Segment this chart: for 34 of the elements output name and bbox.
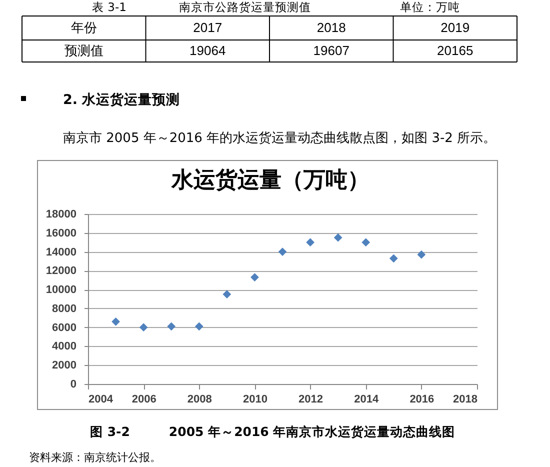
y-tick-label: 6000 (52, 322, 76, 334)
text: 南京市 2005 年～2016 年的水运货运量动态曲线散点图，如图 3-2 所示。 (63, 131, 496, 146)
y-tick-label: 10000 (46, 284, 76, 296)
data-label: 20165 (437, 43, 474, 58)
y-tick-label: 2000 (52, 360, 76, 372)
text: 年份 (70, 21, 97, 36)
y-tick-label: 18000 (46, 208, 76, 220)
y-tick-label: 4000 (52, 340, 76, 353)
text: 预测值 (64, 44, 104, 59)
x-tick-label: 2018 (453, 394, 478, 406)
y-tick-label: 12000 (46, 265, 76, 278)
category-label: 2018 (316, 20, 346, 35)
text: 资料来源：南京统计公报。 (29, 451, 161, 464)
chart-title: 水运货运量（万吨） (170, 168, 370, 193)
x-tick-label: 2010 (242, 394, 268, 406)
y-tick-label: 0 (70, 378, 76, 390)
caption: 图 3-2 2005 年～2016 年南京市水运货运量动态曲线图 (90, 424, 456, 439)
x-tick-label: 2014 (354, 394, 380, 406)
y-tick-label: 8000 (52, 302, 76, 315)
y-tick-label: 16000 (46, 227, 76, 240)
data-label: 19607 (313, 43, 350, 58)
text: 2. 水运货运量预测 (63, 92, 180, 108)
category-label: 2017 (193, 20, 222, 35)
x-tick-label: 2004 (88, 394, 114, 406)
x-tick-label: 2012 (298, 394, 324, 406)
text: 单位：万吨 (400, 0, 460, 14)
category-label: 2019 (440, 20, 470, 35)
x-tick-label: 2016 (410, 394, 434, 406)
x-tick-label: 2008 (187, 394, 212, 406)
y-tick-label: 14000 (46, 246, 76, 258)
text: 南京市公路货运量预测值 (179, 0, 311, 14)
x-tick-label: 2006 (132, 394, 156, 406)
text: 表 3-1 (92, 0, 126, 14)
data-label: 19064 (190, 43, 226, 58)
